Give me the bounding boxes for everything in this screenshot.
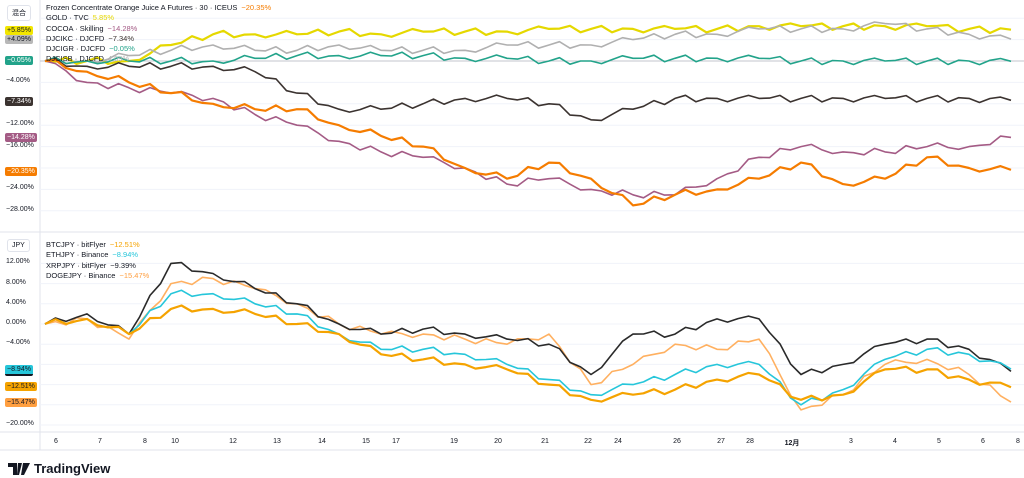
legend-item[interactable]: DJCIKC · DJCFD −7.34%	[46, 34, 271, 44]
legend-item[interactable]: ETHJPY · Binance −8.94%	[46, 250, 149, 260]
legend-bottom: BTCJPY · bitFlyer −12.51% ETHJPY · Binance…	[46, 240, 149, 281]
series-line-orange-juice	[44, 58, 1012, 207]
legend-item[interactable]: BTCJPY · bitFlyer −12.51%	[46, 240, 149, 250]
x-tick-label: 28	[746, 438, 754, 445]
series-line-dogejpy	[44, 276, 1012, 411]
legend-item[interactable]: Frozen Concentrate Orange Juice A Future…	[46, 3, 271, 13]
price-tag: −15.47%	[5, 398, 37, 407]
legend-change: −12.51%	[109, 240, 140, 249]
series-line-djcisb	[44, 21, 1012, 65]
price-tag: −12.51%	[5, 382, 37, 391]
series-line-xrpjpy	[44, 261, 1012, 376]
price-tag: +5.85%	[5, 26, 33, 35]
x-tick-label: 21	[541, 438, 549, 445]
x-tick-label: 13	[273, 438, 281, 445]
y-tick-label: 4.00%	[6, 298, 26, 306]
legend-change: −20.35%	[241, 3, 272, 12]
x-tick-label: 8	[143, 438, 147, 445]
y-tick-label: 12.00%	[6, 258, 30, 266]
legend-change: −15.47%	[119, 270, 150, 280]
series-line-gold	[44, 22, 1012, 66]
y-tick-label: 0.00%	[6, 319, 26, 326]
y-tick-label: −16.00%	[6, 141, 34, 149]
series-line-btcjpy	[44, 304, 1012, 403]
x-tick-label: 22	[584, 438, 592, 445]
legend-name: DOGEJPY · Binance	[46, 270, 116, 280]
legend-item[interactable]: DJCIGR · DJCFD −0.05%	[46, 44, 271, 54]
legend-change: −8.94%	[112, 250, 139, 260]
x-tick-label: 10	[171, 438, 179, 445]
tradingview-logo-icon	[8, 462, 30, 475]
x-tick-label: 12月	[784, 440, 800, 447]
x-tick-label: 19	[450, 438, 458, 445]
y-tick-label: −28.00%	[6, 205, 34, 213]
x-tick-label: 20	[494, 438, 502, 445]
x-tick-label: 4	[893, 438, 897, 445]
y-tick-label: −4.00%	[6, 339, 30, 347]
legend-name: DJCISB · DJCFD	[46, 54, 104, 64]
x-tick-label: 3	[849, 438, 853, 445]
x-tick-label: 24	[614, 438, 622, 445]
x-tick-label: 15	[362, 438, 370, 445]
y-tick-label: −12.00%	[6, 120, 34, 128]
legend-change: −9.39%	[110, 260, 136, 270]
x-tick-label: 17	[392, 438, 400, 445]
currency-button-bottom[interactable]: JPY	[7, 239, 30, 252]
x-tick-label: 6	[54, 438, 58, 445]
legend-change: −0.05%	[109, 44, 135, 54]
legend-name: COCOA · Skilling	[46, 23, 104, 33]
price-tag: −20.35%	[5, 167, 37, 176]
series-line-ethjpy	[44, 289, 1012, 406]
legend-name: Frozen Concentrate Orange Juice A Future…	[46, 3, 238, 12]
x-tick-label: 26	[673, 438, 681, 445]
series-line-cocoa	[44, 60, 1012, 199]
legend-name: XRPJPY · bitFlyer	[46, 260, 107, 270]
price-tag: −8.94%	[5, 365, 33, 376]
legend-item[interactable]: GOLD · TVC 5.85%	[46, 13, 271, 23]
y-tick-label: −4.00%	[6, 77, 30, 85]
scale-mode-button-top[interactable]: 混合	[7, 5, 31, 21]
legend-name: ETHJPY · Binance	[46, 250, 109, 260]
series-lines	[44, 21, 1012, 411]
y-tick-label: −24.00%	[6, 184, 34, 192]
legend-name: DJCIKC · DJCFD	[46, 33, 105, 43]
legend-item[interactable]: DOGEJPY · Binance −15.47%	[46, 271, 149, 281]
series-line-djcigr	[44, 51, 1012, 66]
price-tag: −7.34%	[5, 97, 33, 106]
legend-change: 5.85%	[92, 13, 115, 23]
legend-name: DJCIGR · DJCFD	[46, 44, 106, 54]
x-tick-label: 7	[98, 438, 102, 445]
legend-item[interactable]: COCOA · Skilling −14.28%	[46, 24, 271, 34]
series-line-djcikc	[44, 57, 1012, 122]
tradingview-logo[interactable]: TradingView	[8, 461, 110, 476]
price-tag: −0.05%	[5, 56, 33, 65]
x-tick-label: 12	[229, 438, 237, 445]
y-tick-label: −20.00%	[6, 420, 34, 427]
x-tick-label: 8	[1016, 438, 1020, 445]
y-tick-label: 8.00%	[6, 278, 26, 286]
x-tick-label: 6	[981, 438, 985, 445]
legend-top: Frozen Concentrate Orange Juice A Future…	[46, 3, 271, 65]
legend-name: BTCJPY · bitFlyer	[46, 240, 106, 249]
legend-change: −7.34%	[108, 33, 134, 43]
legend-name: GOLD · TVC	[46, 13, 89, 23]
legend-change: 4.09%	[107, 54, 130, 64]
price-tag: −14.28%	[5, 133, 37, 142]
x-tick-label: 5	[937, 438, 941, 445]
legend-change: −14.28%	[107, 23, 138, 33]
legend-item[interactable]: XRPJPY · bitFlyer −9.39%	[46, 261, 149, 271]
price-tag: +4.09%	[5, 35, 33, 44]
x-tick-label: 27	[717, 438, 725, 445]
legend-item[interactable]: DJCISB · DJCFD 4.09%	[46, 54, 271, 64]
x-tick-label: 14	[318, 438, 326, 445]
